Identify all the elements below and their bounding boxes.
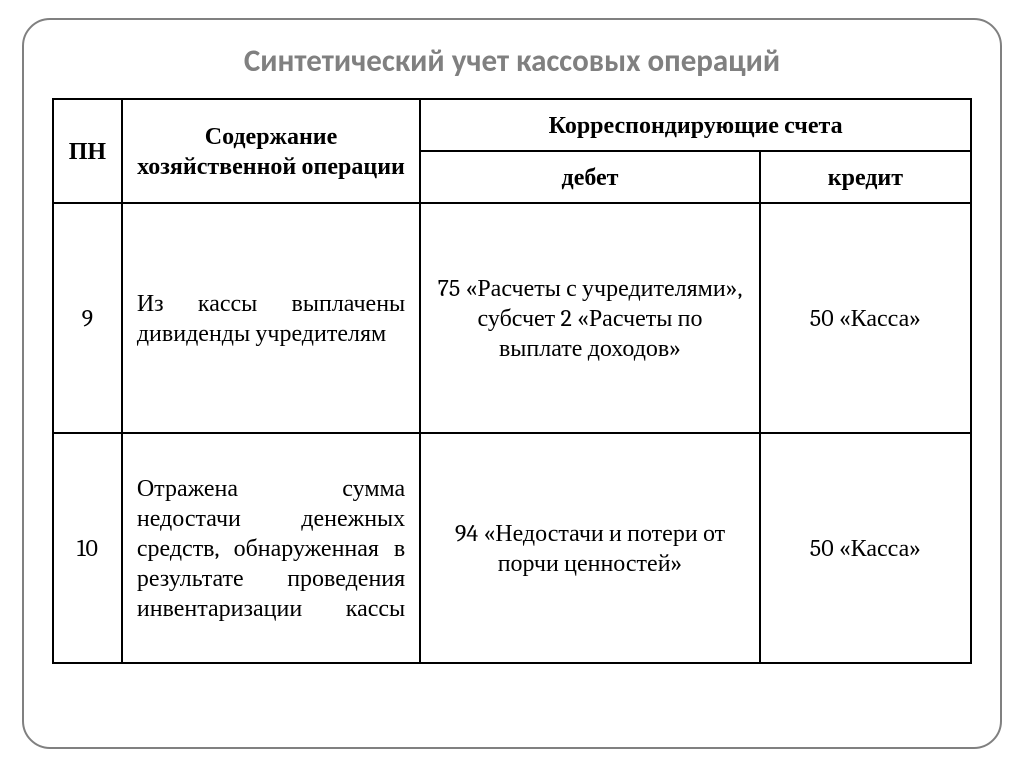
header-pn: ПН — [53, 99, 122, 203]
cell-credit: 50 «Касса» — [760, 433, 971, 663]
header-credit: кредит — [760, 151, 971, 203]
cell-pn: 10 — [53, 433, 122, 663]
slide-frame: Синтетический учет кассовых операций ПН … — [22, 18, 1002, 749]
table-row: 9 Из кассы выплачены дивиденды учредител… — [53, 203, 971, 433]
header-description: Содержание хозяйственной операции — [122, 99, 420, 203]
cell-credit: 50 «Касса» — [760, 203, 971, 433]
table-header-row-1: ПН Содержание хозяйственной операции Кор… — [53, 99, 971, 151]
cell-debit: 75 «Расчеты с учредителями», субсчет 2 «… — [420, 203, 760, 433]
cell-description: Из кассы выплачены дивиденды учредителям — [122, 203, 420, 433]
accounting-table: ПН Содержание хозяйственной операции Кор… — [52, 98, 972, 664]
header-debit: дебет — [420, 151, 760, 203]
cell-description: Отражена сумма недостачи денежных средст… — [122, 433, 420, 663]
header-accounts-group: Корреспондирующие счета — [420, 99, 971, 151]
cell-debit: 94 «Недостачи и потери от порчи ценносте… — [420, 433, 760, 663]
table-row: 10 Отражена сумма недостачи денежных сре… — [53, 433, 971, 663]
slide-title: Синтетический учет кассовых операций — [52, 42, 972, 80]
cell-pn: 9 — [53, 203, 122, 433]
